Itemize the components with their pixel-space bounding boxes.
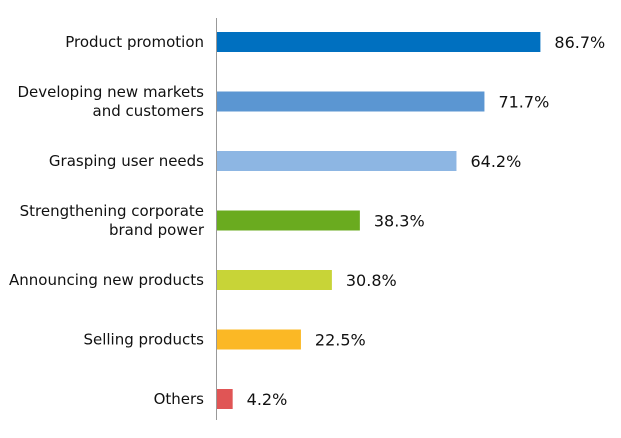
category-label-4: Announcing new products xyxy=(9,271,204,289)
category-label-0: Product promotion xyxy=(65,33,204,51)
category-label-6: Others xyxy=(154,390,205,408)
value-label-3: 38.3% xyxy=(374,212,425,231)
value-labels-group: 86.7% 71.7% 64.2% 38.3% 30.8% 22.5% 4.2% xyxy=(247,33,606,409)
category-label-1-line-0: Developing new markets xyxy=(17,83,204,101)
bar-5 xyxy=(217,329,301,350)
category-label-3-line-1: brand power xyxy=(109,221,205,239)
value-label-0: 86.7% xyxy=(554,33,605,52)
bar-4 xyxy=(217,270,332,290)
category-labels-group: Product promotion Developing new marketsa… xyxy=(9,33,205,408)
bar-6 xyxy=(217,389,233,409)
category-label-1-line-1: and customers xyxy=(93,102,205,120)
category-label-3-line-0: Strengthening corporate xyxy=(20,202,204,220)
value-label-5: 22.5% xyxy=(315,331,366,350)
category-label-5: Selling products xyxy=(83,331,204,349)
value-label-2: 64.2% xyxy=(470,152,521,171)
value-label-6: 4.2% xyxy=(247,390,288,409)
bars-group xyxy=(217,32,541,409)
category-label-2: Grasping user needs xyxy=(49,152,204,170)
bar-3 xyxy=(217,210,360,231)
bar-1 xyxy=(217,91,485,112)
value-label-4: 30.8% xyxy=(346,271,397,290)
bar-2 xyxy=(217,151,457,171)
value-label-1: 71.7% xyxy=(498,93,549,112)
bar-0 xyxy=(217,32,541,52)
